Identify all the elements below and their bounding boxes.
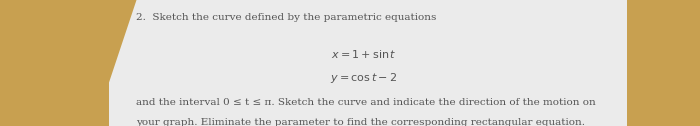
- FancyBboxPatch shape: [108, 0, 626, 126]
- Polygon shape: [0, 0, 136, 126]
- Text: $y = \cos t - 2$: $y = \cos t - 2$: [330, 71, 398, 85]
- Text: $x = 1 + \sin t$: $x = 1 + \sin t$: [331, 48, 397, 60]
- Text: your graph. Eliminate the parameter to find the corresponding rectangular equati: your graph. Eliminate the parameter to f…: [136, 118, 585, 126]
- Text: 2.  Sketch the curve defined by the parametric equations: 2. Sketch the curve defined by the param…: [136, 13, 437, 22]
- Text: and the interval 0 ≤ t ≤ π. Sketch the curve and indicate the direction of the m: and the interval 0 ≤ t ≤ π. Sketch the c…: [136, 98, 596, 107]
